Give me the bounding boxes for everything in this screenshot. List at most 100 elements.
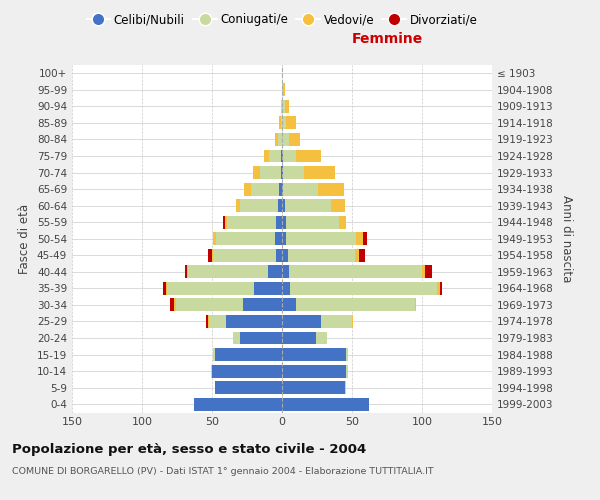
Bar	[236, 199, 240, 212]
Bar	[214, 249, 277, 262]
Bar	[282, 266, 289, 278]
Bar	[319, 182, 344, 196]
Bar	[356, 232, 363, 245]
Bar	[282, 332, 316, 344]
Bar	[223, 216, 224, 228]
Bar	[212, 249, 214, 262]
Bar	[355, 249, 359, 262]
Bar	[286, 116, 296, 130]
Bar	[254, 282, 282, 295]
Bar	[289, 133, 300, 146]
Bar	[282, 84, 283, 96]
Bar	[440, 282, 442, 295]
Bar	[282, 364, 346, 378]
Bar	[359, 249, 365, 262]
Bar	[174, 298, 176, 312]
Bar	[282, 150, 283, 162]
Bar	[282, 100, 285, 113]
Bar	[437, 282, 440, 295]
Bar	[209, 315, 226, 328]
Bar	[321, 315, 352, 328]
Bar	[282, 166, 283, 179]
Bar	[264, 150, 269, 162]
Text: COMUNE DI BORGARELLO (PV) - Dati ISTAT 1° gennaio 2004 - Elaborazione TUTTITALIA: COMUNE DI BORGARELLO (PV) - Dati ISTAT 1…	[12, 468, 434, 476]
Bar	[277, 216, 282, 228]
Bar	[282, 249, 287, 262]
Bar	[422, 266, 425, 278]
Bar	[240, 199, 278, 212]
Y-axis label: Fasce di età: Fasce di età	[19, 204, 31, 274]
Bar	[282, 216, 286, 228]
Bar	[281, 116, 282, 130]
Bar	[282, 398, 369, 410]
Bar	[269, 150, 281, 162]
Bar	[278, 133, 282, 146]
Bar	[212, 364, 282, 378]
Bar	[170, 298, 174, 312]
Bar	[283, 166, 304, 179]
Bar	[352, 315, 353, 328]
Bar	[185, 266, 187, 278]
Bar	[281, 150, 282, 162]
Bar	[281, 166, 282, 179]
Bar	[275, 232, 282, 245]
Bar	[415, 298, 416, 312]
Bar	[278, 199, 282, 212]
Bar	[167, 282, 254, 295]
Bar	[282, 298, 296, 312]
Bar	[277, 249, 282, 262]
Bar	[260, 166, 281, 179]
Bar	[283, 84, 285, 96]
Bar	[282, 133, 289, 146]
Bar	[187, 266, 188, 278]
Bar	[214, 348, 215, 361]
Bar	[240, 332, 282, 344]
Bar	[282, 199, 285, 212]
Bar	[283, 182, 319, 196]
Bar	[163, 282, 166, 295]
Bar	[331, 199, 345, 212]
Bar	[290, 282, 437, 295]
Bar	[286, 232, 356, 245]
Bar	[166, 282, 167, 295]
Bar	[188, 266, 268, 278]
Bar	[282, 315, 321, 328]
Bar	[279, 182, 282, 196]
Text: Femmine: Femmine	[352, 32, 422, 46]
Bar	[208, 315, 209, 328]
Bar	[224, 216, 227, 228]
Bar	[215, 348, 282, 361]
Bar	[296, 298, 415, 312]
Bar	[296, 150, 321, 162]
Bar	[285, 199, 331, 212]
Bar	[346, 364, 348, 378]
Bar	[211, 364, 212, 378]
Bar	[286, 216, 340, 228]
Bar	[346, 348, 348, 361]
Bar	[345, 381, 346, 394]
Bar	[283, 150, 296, 162]
Bar	[425, 266, 432, 278]
Bar	[226, 315, 282, 328]
Bar	[282, 282, 290, 295]
Bar	[176, 298, 243, 312]
Bar	[251, 182, 279, 196]
Bar	[282, 232, 286, 245]
Bar	[208, 249, 212, 262]
Bar	[304, 166, 335, 179]
Bar	[316, 332, 327, 344]
Bar	[214, 232, 216, 245]
Text: Popolazione per età, sesso e stato civile - 2004: Popolazione per età, sesso e stato civil…	[12, 442, 366, 456]
Bar	[287, 249, 355, 262]
Bar	[243, 298, 282, 312]
Bar	[233, 332, 240, 344]
Bar	[253, 166, 260, 179]
Bar	[281, 100, 282, 113]
Bar	[285, 100, 289, 113]
Bar	[215, 381, 282, 394]
Y-axis label: Anni di nascita: Anni di nascita	[560, 195, 573, 282]
Bar	[275, 133, 278, 146]
Bar	[340, 216, 346, 228]
Bar	[227, 216, 277, 228]
Bar	[289, 266, 422, 278]
